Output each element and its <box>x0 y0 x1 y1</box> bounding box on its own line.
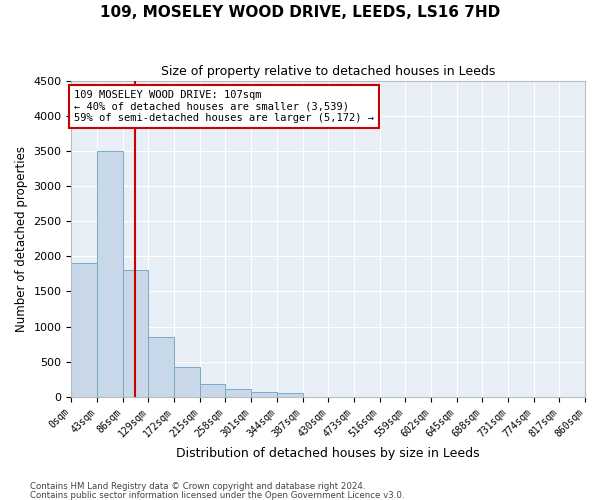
Bar <box>200 384 226 397</box>
Bar <box>174 366 200 397</box>
Text: Contains public sector information licensed under the Open Government Licence v3: Contains public sector information licen… <box>30 490 404 500</box>
Bar <box>148 337 174 397</box>
Text: 109 MOSELEY WOOD DRIVE: 107sqm
← 40% of detached houses are smaller (3,539)
59% : 109 MOSELEY WOOD DRIVE: 107sqm ← 40% of … <box>74 90 374 123</box>
Text: 109, MOSELEY WOOD DRIVE, LEEDS, LS16 7HD: 109, MOSELEY WOOD DRIVE, LEEDS, LS16 7HD <box>100 5 500 20</box>
Text: Contains HM Land Registry data © Crown copyright and database right 2024.: Contains HM Land Registry data © Crown c… <box>30 482 365 491</box>
Bar <box>123 270 148 397</box>
Bar <box>71 264 97 397</box>
Bar <box>226 388 251 397</box>
X-axis label: Distribution of detached houses by size in Leeds: Distribution of detached houses by size … <box>176 447 480 460</box>
Y-axis label: Number of detached properties: Number of detached properties <box>15 146 28 332</box>
Bar <box>251 392 277 397</box>
Bar <box>97 151 123 397</box>
Bar <box>277 394 302 397</box>
Title: Size of property relative to detached houses in Leeds: Size of property relative to detached ho… <box>161 65 496 78</box>
